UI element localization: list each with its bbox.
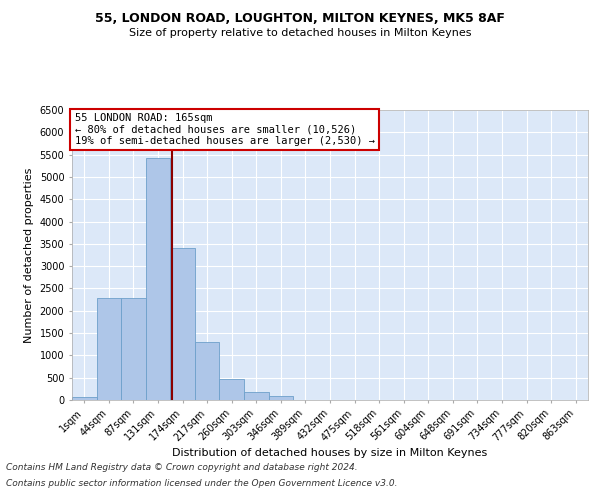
Text: 55 LONDON ROAD: 165sqm
← 80% of detached houses are smaller (10,526)
19% of semi: 55 LONDON ROAD: 165sqm ← 80% of detached… xyxy=(74,113,374,146)
Bar xyxy=(244,392,269,400)
Bar xyxy=(72,396,97,400)
Bar xyxy=(97,298,121,400)
Text: 55, LONDON ROAD, LOUGHTON, MILTON KEYNES, MK5 8AF: 55, LONDON ROAD, LOUGHTON, MILTON KEYNES… xyxy=(95,12,505,26)
Bar xyxy=(195,342,220,400)
X-axis label: Distribution of detached houses by size in Milton Keynes: Distribution of detached houses by size … xyxy=(172,448,488,458)
Text: Contains public sector information licensed under the Open Government Licence v3: Contains public sector information licen… xyxy=(6,479,398,488)
Bar xyxy=(146,158,170,400)
Bar xyxy=(269,396,293,400)
Text: Contains HM Land Registry data © Crown copyright and database right 2024.: Contains HM Land Registry data © Crown c… xyxy=(6,462,358,471)
Bar xyxy=(170,248,195,400)
Text: Size of property relative to detached houses in Milton Keynes: Size of property relative to detached ho… xyxy=(129,28,471,38)
Y-axis label: Number of detached properties: Number of detached properties xyxy=(24,168,34,342)
Bar xyxy=(121,298,146,400)
Bar xyxy=(220,378,244,400)
